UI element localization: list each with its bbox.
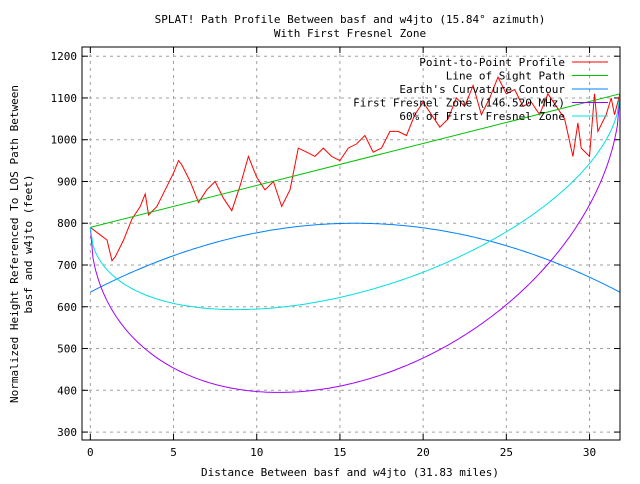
fresnel-60-percent-line bbox=[89, 93, 621, 311]
x-tick-label: 5 bbox=[170, 446, 177, 459]
y-tick-label: 500 bbox=[57, 343, 77, 356]
legend-label: First Fresnel Zone (146.520 MHz) bbox=[353, 97, 565, 110]
x-tick-label: 10 bbox=[250, 446, 263, 459]
x-tick-label: 30 bbox=[583, 446, 596, 459]
earth-curvature-line bbox=[90, 222, 621, 293]
grid bbox=[82, 47, 620, 440]
y-tick-label: 900 bbox=[57, 175, 77, 188]
plot-frame bbox=[81, 46, 621, 441]
x-tick-label: 15 bbox=[333, 446, 346, 459]
x-tick-label: 20 bbox=[417, 446, 430, 459]
y-tick-label: 700 bbox=[57, 259, 77, 272]
chart-title: SPLAT! Path Profile Between basf and w4j… bbox=[155, 13, 546, 26]
y-tick-label: 400 bbox=[57, 384, 77, 397]
y-tick-label: 1200 bbox=[51, 50, 78, 63]
x-tick-label: 0 bbox=[87, 446, 94, 459]
y-tick-label: 300 bbox=[57, 426, 77, 439]
line-of-sight-line bbox=[90, 93, 621, 228]
y-axis-label-line2: basf and w4jto (feet) bbox=[22, 174, 35, 313]
y-axis-label-line1: Normalized Height Referenced To LOS Path… bbox=[8, 85, 21, 403]
x-tick-label: 25 bbox=[500, 446, 513, 459]
plot-lines bbox=[89, 75, 621, 393]
terrain-profile-line bbox=[89, 75, 621, 262]
y-tick-label: 800 bbox=[57, 217, 77, 230]
first-fresnel-zone-line bbox=[89, 93, 621, 393]
chart-subtitle: With First Fresnel Zone bbox=[274, 27, 426, 40]
x-axis-label: Distance Between basf and w4jto (31.83 m… bbox=[201, 466, 499, 479]
legend-label: Point-to-Point Profile bbox=[419, 56, 565, 69]
legend-label: Line of Sight Path bbox=[446, 70, 565, 83]
legend-label: 60% of First Fresnel Zone bbox=[399, 110, 565, 123]
y-tick-label: 1000 bbox=[51, 134, 78, 147]
legend-label: Earth's Curvature Contour bbox=[399, 83, 565, 96]
axis-ticks: 0 5 10 15 20 25 30 300 400 500 600 700 800 900 1000 110… bbox=[51, 47, 620, 459]
y-tick-label: 600 bbox=[57, 301, 77, 314]
y-tick-label: 1100 bbox=[51, 92, 78, 105]
